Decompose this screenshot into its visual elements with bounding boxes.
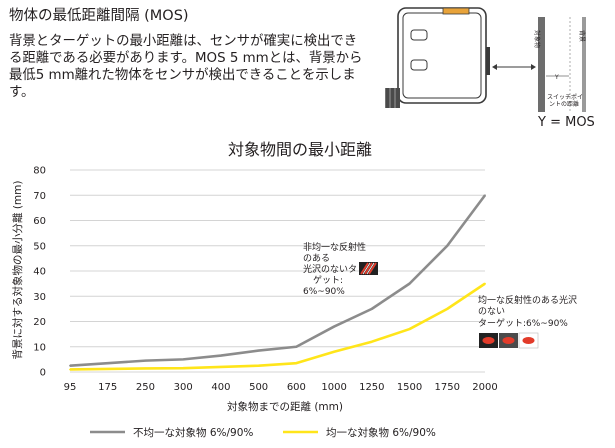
data-point xyxy=(446,244,449,247)
x-tick-label: 1000 xyxy=(321,382,346,393)
x-tick-label: 400 xyxy=(211,382,230,393)
y-label: Y xyxy=(554,74,559,81)
y-tick-label: 60 xyxy=(33,216,46,227)
chart-title: 対象物間の最小距離 xyxy=(227,140,372,159)
uniform-annotation-line: 均一な反射性のある光沢 xyxy=(478,294,577,306)
data-point xyxy=(370,340,373,343)
x-tick-label: 1250 xyxy=(359,382,384,393)
data-point xyxy=(295,345,298,348)
data-point xyxy=(182,358,185,361)
chart-legend: 不均一な対象物 6%/90% 均一な対象物 6%/90% xyxy=(90,426,436,439)
connector-icon xyxy=(385,88,400,108)
series-line xyxy=(69,194,487,367)
x-tick-label: 250 xyxy=(136,382,155,393)
range-arrow-heads xyxy=(492,64,536,70)
background-plate xyxy=(582,17,586,112)
nonuniform-annotation: 非均一な反射性 のある 光沢のないタ ゲット: 6%~90% xyxy=(303,241,378,297)
data-point xyxy=(144,359,147,362)
x-tick-label: 95 xyxy=(64,382,77,393)
nonuniform-annotation-line: のある xyxy=(303,253,330,264)
y-tick-label: 30 xyxy=(33,292,46,303)
data-point xyxy=(69,364,71,367)
data-point xyxy=(220,354,222,357)
uniform-target-icons xyxy=(479,332,539,349)
uniform-annotation-line: ターゲット:6%~90% xyxy=(478,317,568,329)
x-axis-label: 対象物までの距離 (mm) xyxy=(227,400,343,413)
data-point xyxy=(257,349,260,352)
nonuniform-annotation-line: 6%~90% xyxy=(303,287,345,297)
series-line xyxy=(69,282,486,371)
x-tick-label: 300 xyxy=(174,382,193,393)
y-tick-label: 0 xyxy=(40,368,46,379)
data-point xyxy=(220,366,222,368)
background-label: 背景 xyxy=(578,30,586,42)
y-tick-label: 20 xyxy=(33,317,46,328)
formula-text: Y = MOS xyxy=(537,115,595,130)
intro-heading: 物体の最低距離間隔 (MOS) xyxy=(9,8,189,24)
target-label: 対象物 xyxy=(533,30,541,48)
y-tick-label: 80 xyxy=(33,166,46,177)
switch-label-1: スイッチポイ xyxy=(547,93,583,101)
x-tick-label: 1750 xyxy=(435,382,460,393)
data-point xyxy=(484,194,486,197)
data-point xyxy=(408,282,411,285)
data-point xyxy=(144,367,147,370)
data-point xyxy=(333,325,335,328)
uniform-annotation-line: のない xyxy=(478,306,505,317)
legend-gray-label: 不均一な対象物 6%/90% xyxy=(133,426,253,439)
nonuniform-annotation-line: 光沢のないタ xyxy=(303,263,357,275)
nonuniform-annotation-line: 非均一な反射性 xyxy=(303,241,366,253)
x-tick-label: 175 xyxy=(98,382,117,393)
data-point xyxy=(484,282,486,285)
x-tick-label: 500 xyxy=(249,382,268,393)
data-point xyxy=(182,367,185,370)
y-axis-label: 背景に対する対象物の最小分離 (mm) xyxy=(11,181,24,360)
x-tick-label: 1500 xyxy=(397,382,422,393)
data-point xyxy=(446,307,449,310)
sensor-diagram: 対象物 背景 Y スイッチポイ ントの距離 Y = MOS xyxy=(385,7,595,130)
legend-yellow-label: 均一な対象物 6%/90% xyxy=(326,426,436,439)
uniform-annotation: 均一な反射性のある光沢 のない ターゲット:6%~90% xyxy=(478,294,577,349)
data-point xyxy=(106,362,109,365)
y-tick-label: 70 xyxy=(33,191,46,202)
y-tick-label: 40 xyxy=(33,267,46,278)
data-point xyxy=(295,362,298,365)
data-point xyxy=(333,350,335,353)
nonuniform-annotation-line: ゲット: xyxy=(313,274,343,286)
data-point xyxy=(69,368,71,371)
nonuniform-target-icon xyxy=(359,262,378,275)
x-tick-label: 2000 xyxy=(472,382,497,393)
data-point xyxy=(408,328,411,330)
sensor-body-icon xyxy=(397,7,490,104)
intro-paragraph: 背景とターゲットの最小距離は、センサが確実に検出できる距離である必要があります。… xyxy=(9,34,363,100)
data-point xyxy=(257,364,260,367)
y-tick-label: 50 xyxy=(33,241,46,252)
switch-label-2: ントの距離 xyxy=(549,100,579,108)
target-plate xyxy=(538,17,545,112)
data-point xyxy=(370,307,373,310)
x-tick-label: 600 xyxy=(287,382,306,393)
y-tick-label: 10 xyxy=(33,342,46,353)
data-point xyxy=(106,368,109,370)
